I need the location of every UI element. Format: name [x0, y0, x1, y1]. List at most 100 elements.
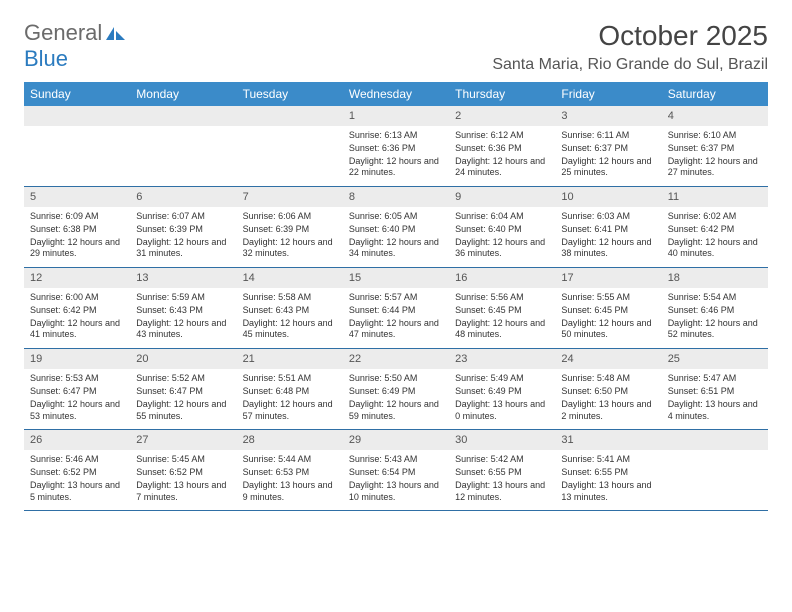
- day-number: 19: [24, 349, 130, 369]
- day-number: 29: [343, 430, 449, 450]
- location-text: Santa Maria, Rio Grande do Sul, Brazil: [492, 56, 768, 74]
- sunset-text: Sunset: 6:50 PM: [561, 386, 655, 398]
- cell-body: Sunrise: 6:03 AMSunset: 6:41 PMDaylight:…: [555, 207, 661, 267]
- day-number: 11: [662, 187, 768, 207]
- sunset-text: Sunset: 6:43 PM: [136, 305, 230, 317]
- calendar-grid: SundayMondayTuesdayWednesdayThursdayFrid…: [24, 82, 768, 511]
- daylight-text: Daylight: 13 hours and 4 minutes.: [668, 399, 762, 422]
- daylight-text: Daylight: 12 hours and 27 minutes.: [668, 156, 762, 179]
- calendar-cell: 23Sunrise: 5:49 AMSunset: 6:49 PMDayligh…: [449, 349, 555, 429]
- cell-body: [662, 450, 768, 460]
- calendar-cell: 14Sunrise: 5:58 AMSunset: 6:43 PMDayligh…: [237, 268, 343, 348]
- daylight-text: Daylight: 13 hours and 5 minutes.: [30, 480, 124, 503]
- calendar-cell: 18Sunrise: 5:54 AMSunset: 6:46 PMDayligh…: [662, 268, 768, 348]
- sunset-text: Sunset: 6:36 PM: [349, 143, 443, 155]
- day-number: 15: [343, 268, 449, 288]
- day-number: 1: [343, 106, 449, 126]
- week-row: 5Sunrise: 6:09 AMSunset: 6:38 PMDaylight…: [24, 187, 768, 268]
- daylight-text: Daylight: 12 hours and 45 minutes.: [243, 318, 337, 341]
- day-number: 4: [662, 106, 768, 126]
- logo: GeneralBlue: [24, 20, 126, 72]
- cell-body: Sunrise: 6:05 AMSunset: 6:40 PMDaylight:…: [343, 207, 449, 267]
- day-number: 12: [24, 268, 130, 288]
- calendar-cell: 4Sunrise: 6:10 AMSunset: 6:37 PMDaylight…: [662, 106, 768, 186]
- cell-body: Sunrise: 5:55 AMSunset: 6:45 PMDaylight:…: [555, 288, 661, 348]
- sunset-text: Sunset: 6:36 PM: [455, 143, 549, 155]
- sunset-text: Sunset: 6:41 PM: [561, 224, 655, 236]
- day-number: 3: [555, 106, 661, 126]
- sunset-text: Sunset: 6:46 PM: [668, 305, 762, 317]
- sunrise-text: Sunrise: 5:47 AM: [668, 373, 762, 385]
- sunrise-text: Sunrise: 6:06 AM: [243, 211, 337, 223]
- calendar-cell: 6Sunrise: 6:07 AMSunset: 6:39 PMDaylight…: [130, 187, 236, 267]
- sunset-text: Sunset: 6:40 PM: [455, 224, 549, 236]
- cell-body: Sunrise: 6:12 AMSunset: 6:36 PMDaylight:…: [449, 126, 555, 186]
- calendar-cell: 21Sunrise: 5:51 AMSunset: 6:48 PMDayligh…: [237, 349, 343, 429]
- daylight-text: Daylight: 12 hours and 24 minutes.: [455, 156, 549, 179]
- weekday-header-cell: Sunday: [24, 82, 130, 106]
- daylight-text: Daylight: 13 hours and 0 minutes.: [455, 399, 549, 422]
- calendar-cell: 10Sunrise: 6:03 AMSunset: 6:41 PMDayligh…: [555, 187, 661, 267]
- weekday-header-cell: Tuesday: [237, 82, 343, 106]
- calendar-cell-empty: .: [237, 106, 343, 186]
- cell-body: Sunrise: 5:51 AMSunset: 6:48 PMDaylight:…: [237, 369, 343, 429]
- calendar-cell: 15Sunrise: 5:57 AMSunset: 6:44 PMDayligh…: [343, 268, 449, 348]
- sunset-text: Sunset: 6:52 PM: [136, 467, 230, 479]
- sunrise-text: Sunrise: 5:45 AM: [136, 454, 230, 466]
- sunset-text: Sunset: 6:39 PM: [243, 224, 337, 236]
- calendar-cell: 31Sunrise: 5:41 AMSunset: 6:55 PMDayligh…: [555, 430, 661, 510]
- sunrise-text: Sunrise: 5:49 AM: [455, 373, 549, 385]
- cell-body: Sunrise: 6:09 AMSunset: 6:38 PMDaylight:…: [24, 207, 130, 267]
- calendar-cell: 22Sunrise: 5:50 AMSunset: 6:49 PMDayligh…: [343, 349, 449, 429]
- day-number: 13: [130, 268, 236, 288]
- day-number: .: [662, 430, 768, 450]
- cell-body: Sunrise: 5:47 AMSunset: 6:51 PMDaylight:…: [662, 369, 768, 429]
- sunset-text: Sunset: 6:45 PM: [561, 305, 655, 317]
- day-number: .: [237, 106, 343, 126]
- calendar-cell: 27Sunrise: 5:45 AMSunset: 6:52 PMDayligh…: [130, 430, 236, 510]
- logo-text-1: General: [24, 20, 102, 45]
- sunset-text: Sunset: 6:45 PM: [455, 305, 549, 317]
- sunrise-text: Sunrise: 6:07 AM: [136, 211, 230, 223]
- day-number: 27: [130, 430, 236, 450]
- daylight-text: Daylight: 13 hours and 7 minutes.: [136, 480, 230, 503]
- cell-body: [130, 126, 236, 136]
- week-row: 19Sunrise: 5:53 AMSunset: 6:47 PMDayligh…: [24, 349, 768, 430]
- cell-body: Sunrise: 5:45 AMSunset: 6:52 PMDaylight:…: [130, 450, 236, 510]
- daylight-text: Daylight: 12 hours and 50 minutes.: [561, 318, 655, 341]
- daylight-text: Daylight: 12 hours and 31 minutes.: [136, 237, 230, 260]
- calendar-cell: 17Sunrise: 5:55 AMSunset: 6:45 PMDayligh…: [555, 268, 661, 348]
- calendar-cell: 26Sunrise: 5:46 AMSunset: 6:52 PMDayligh…: [24, 430, 130, 510]
- day-number: 5: [24, 187, 130, 207]
- day-number: 10: [555, 187, 661, 207]
- day-number: 28: [237, 430, 343, 450]
- cell-body: Sunrise: 5:48 AMSunset: 6:50 PMDaylight:…: [555, 369, 661, 429]
- sunrise-text: Sunrise: 5:43 AM: [349, 454, 443, 466]
- daylight-text: Daylight: 13 hours and 9 minutes.: [243, 480, 337, 503]
- day-number: 20: [130, 349, 236, 369]
- sunrise-text: Sunrise: 6:09 AM: [30, 211, 124, 223]
- cell-body: Sunrise: 6:04 AMSunset: 6:40 PMDaylight:…: [449, 207, 555, 267]
- day-number: 21: [237, 349, 343, 369]
- day-number: 17: [555, 268, 661, 288]
- week-row: 12Sunrise: 6:00 AMSunset: 6:42 PMDayligh…: [24, 268, 768, 349]
- calendar-cell: 9Sunrise: 6:04 AMSunset: 6:40 PMDaylight…: [449, 187, 555, 267]
- cell-body: Sunrise: 6:10 AMSunset: 6:37 PMDaylight:…: [662, 126, 768, 186]
- cell-body: Sunrise: 5:50 AMSunset: 6:49 PMDaylight:…: [343, 369, 449, 429]
- day-number: 31: [555, 430, 661, 450]
- logo-sail-icon: [106, 20, 126, 46]
- day-number: .: [130, 106, 236, 126]
- sunrise-text: Sunrise: 6:04 AM: [455, 211, 549, 223]
- calendar-cell: 12Sunrise: 6:00 AMSunset: 6:42 PMDayligh…: [24, 268, 130, 348]
- sunset-text: Sunset: 6:44 PM: [349, 305, 443, 317]
- sunrise-text: Sunrise: 5:58 AM: [243, 292, 337, 304]
- sunset-text: Sunset: 6:42 PM: [30, 305, 124, 317]
- sunset-text: Sunset: 6:53 PM: [243, 467, 337, 479]
- sunrise-text: Sunrise: 6:05 AM: [349, 211, 443, 223]
- daylight-text: Daylight: 12 hours and 41 minutes.: [30, 318, 124, 341]
- calendar-cell: 20Sunrise: 5:52 AMSunset: 6:47 PMDayligh…: [130, 349, 236, 429]
- cell-body: [237, 126, 343, 136]
- daylight-text: Daylight: 12 hours and 38 minutes.: [561, 237, 655, 260]
- sunrise-text: Sunrise: 6:10 AM: [668, 130, 762, 142]
- sunset-text: Sunset: 6:55 PM: [455, 467, 549, 479]
